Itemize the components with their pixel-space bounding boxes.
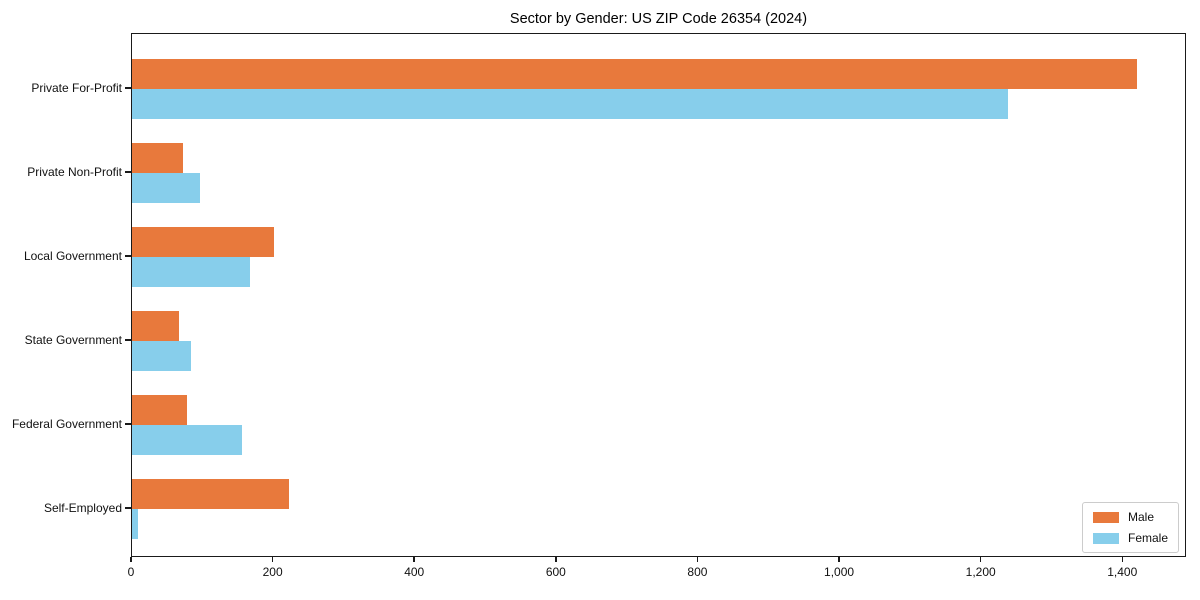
y-tick-mark [125, 87, 131, 89]
x-axis-tick-label: 600 [545, 565, 566, 579]
bar-female-private-for-profit [132, 89, 1008, 119]
y-axis-label-self-employed: Self-Employed [43, 501, 122, 515]
y-axis-label-local-government: Local Government [23, 249, 122, 263]
legend-item-male: Male [1092, 510, 1168, 524]
x-tick-mark [838, 557, 840, 562]
y-axis-label-federal-government: Federal Government [11, 417, 122, 431]
x-tick-mark [271, 557, 274, 562]
legend-swatch-female [1092, 532, 1119, 544]
y-axis-label-private-for-profit: Private For-Profit [31, 81, 122, 95]
x-axis-tick-label: 200 [262, 565, 283, 579]
bar-male-private-for-profit [132, 59, 1137, 89]
x-tick-mark [555, 557, 557, 562]
bar-male-federal-government [132, 395, 187, 425]
legend-label-male: Male [1127, 510, 1154, 524]
plot-area [131, 33, 1186, 557]
bar-male-local-government [132, 227, 274, 257]
y-tick-mark [125, 339, 131, 341]
x-axis-tick-label: 1,200 [965, 565, 996, 579]
y-tick-mark [125, 255, 131, 257]
x-axis-tick-label: 800 [687, 565, 708, 579]
y-axis-label-private-non-profit: Private Non-Profit [27, 165, 122, 179]
x-tick-mark [979, 557, 982, 562]
x-tick-mark [1121, 557, 1124, 562]
legend: Male Female [1081, 502, 1179, 553]
x-axis-tick-label: 0 [127, 565, 135, 579]
y-tick-mark [125, 171, 131, 173]
bar-male-private-non-profit [132, 143, 183, 173]
legend-swatch-male [1092, 511, 1119, 523]
x-tick-mark [130, 557, 132, 562]
x-tick-mark [696, 557, 699, 562]
x-axis-tick-label: 1,400 [1107, 565, 1138, 579]
bar-female-state-government [132, 341, 191, 371]
bar-male-state-government [132, 311, 179, 341]
legend-label-female: Female [1127, 531, 1168, 545]
y-tick-mark [125, 423, 131, 425]
bar-female-self-employed [132, 509, 138, 539]
x-axis-tick-label: 1,000 [824, 565, 855, 579]
y-axis-label-state-government: State Government [24, 333, 122, 347]
x-axis-tick-label: 400 [404, 565, 425, 579]
y-tick-mark [125, 507, 131, 509]
chart-title: Sector by Gender: US ZIP Code 26354 (202… [509, 11, 808, 27]
legend-item-female: Female [1092, 531, 1168, 545]
bar-male-self-employed [132, 479, 289, 509]
bar-female-federal-government [132, 425, 242, 455]
bar-female-private-non-profit [132, 173, 200, 203]
bar-female-local-government [132, 257, 250, 287]
x-tick-mark [413, 557, 415, 562]
